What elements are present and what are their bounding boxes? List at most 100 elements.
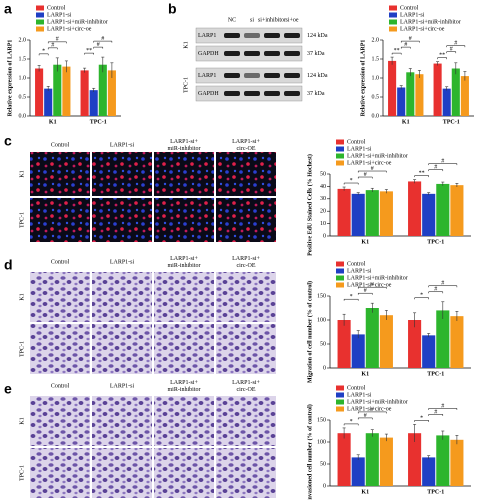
blot-column-label: si+inhibitor [258,17,286,23]
legend-swatch [389,26,397,32]
legend-swatch [336,261,344,267]
image-column-label: circ-OE [237,263,256,269]
bar [450,316,464,368]
significance-mark: ** [439,53,445,59]
bar [422,335,436,368]
blot-band [224,73,240,78]
blot-band [264,91,280,96]
bar [460,76,469,116]
micrograph [92,152,152,196]
legend-label: LARP1-si+miR-inhibitor [47,19,108,25]
significance-mark: * [42,49,45,55]
significance-bracket [400,46,411,49]
image-column-label: miR-inhibitor [168,387,201,393]
legend-label: LARP1-si [347,392,372,398]
bar [337,433,351,486]
significance-bracket [343,423,359,426]
significance-mark: # [364,413,367,419]
x-tick-label: K1 [361,239,369,245]
legend-swatch [336,139,344,145]
legend-swatch [336,268,344,274]
blot-column-label: si [250,17,254,23]
micrograph [216,198,276,242]
legend-swatch [36,5,44,11]
image-column-label: Control [51,259,70,265]
micrograph [154,396,214,446]
blot-group-label: K1 [183,41,189,48]
x-tick-label: TPC-1 [90,119,107,125]
significance-mark: # [454,41,457,47]
micrograph [30,272,90,322]
image-column-label: LARP1-si+ [170,256,198,262]
micrograph [216,396,276,446]
significance-bracket [437,57,447,60]
legend-label: Control [47,5,66,11]
bar [436,310,450,368]
blot-band [224,51,240,56]
micrograph [216,448,276,498]
x-tick-label: K1 [49,119,57,125]
bar [422,457,436,486]
legend-swatch [336,153,344,159]
significance-bracket [93,40,113,43]
y-tick-label: 1.5 [372,56,380,62]
bar [351,334,365,368]
significance-mark: # [371,282,374,288]
micrograph [30,324,90,374]
image-column-label: miR-inhibitor [168,263,201,269]
bar [53,64,62,116]
significance-bracket [446,51,457,54]
y-tick-label: 50 [320,171,326,177]
bar [98,64,107,116]
significance-mark: # [434,409,437,415]
image-column-label: LARP1-si+ [232,256,260,262]
image-column-label: LARP1-si+ [170,380,198,386]
blot-row-label: LARP1 [198,33,216,39]
significance-mark: # [450,47,453,53]
blot-band [284,51,300,56]
y-tick-label: 100 [317,439,326,445]
bar [351,193,365,236]
blot-band [244,51,260,56]
y-tick-label: 0 [323,365,326,371]
y-tick-label: 0.0 [19,113,27,119]
legend-label: LARP1-si [347,146,372,152]
y-tick-label: 100 [317,317,326,323]
y-axis-label: Positive EdU Stained Cells (% Hochest) [306,154,313,256]
significance-bracket [428,169,444,172]
legend-label: LARP1-si+circ-oe [400,26,445,32]
bar [436,435,450,486]
bar [397,87,406,116]
y-tick-label: 0 [323,233,326,239]
image-column-label: Control [51,142,70,148]
significance-bracket [400,40,420,43]
y-tick-label: 2.0 [372,37,380,43]
bar [89,90,98,116]
panel-label: d [4,257,13,273]
significance-bracket [428,408,458,410]
micrograph [216,324,276,374]
image-column-label: LARP1-si [110,259,135,265]
y-tick-label: 0.5 [372,94,380,100]
significance-mark: ** [419,170,425,176]
blot-size-label: 124 kDa [307,33,328,39]
significance-bracket [428,291,444,294]
legend-label: Control [400,5,419,11]
significance-mark: ** [394,48,400,54]
blot-band [284,33,300,38]
legend-swatch [336,406,344,412]
significance-mark: * [420,293,423,299]
significance-bracket [357,417,373,420]
significance-mark: # [441,158,444,164]
significance-mark: # [434,164,437,170]
significance-bracket [357,411,387,414]
bar [379,191,393,236]
panel-label: e [4,381,12,397]
legend-swatch [36,26,44,32]
blot-group-label: TPC-1 [183,77,189,93]
bar [62,66,71,116]
bar [351,457,365,486]
bar [408,433,422,486]
significance-bracket [357,286,387,289]
legend-swatch [336,146,344,152]
